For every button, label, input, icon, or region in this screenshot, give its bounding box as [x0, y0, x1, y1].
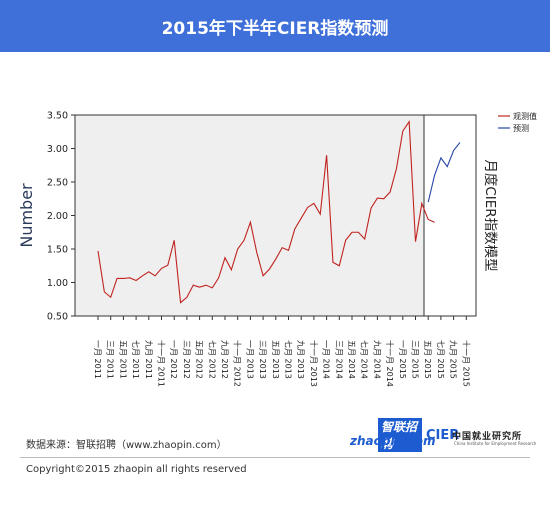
- y-tick-label: 2.00: [47, 211, 68, 222]
- y-tick-label: 2.50: [47, 178, 68, 189]
- x-tick-label: 十一月 2013: [309, 340, 319, 387]
- data-source: 数据来源：智联招聘（www.zhaopin.com）: [26, 440, 227, 451]
- x-tick-label: 三月 2014: [334, 340, 343, 379]
- page-header: 2015年下半年CIER指数预测: [0, 0, 550, 52]
- x-tick-label: 五月 2013: [271, 340, 280, 379]
- observed-line: [97, 120, 435, 304]
- x-tick-label: 九月 2012: [220, 340, 229, 379]
- x-tick-label: 九月 2011: [144, 340, 153, 379]
- cier-logo-en: China Institute for Employment Research: [454, 441, 537, 446]
- x-tick-label: 九月 2013: [296, 340, 305, 379]
- legend-label: 预测: [513, 123, 529, 133]
- y-tick-label: 3.50: [47, 111, 68, 122]
- x-tick-label: 九月 2015: [449, 340, 458, 379]
- forecast-plot-bg: [423, 114, 477, 317]
- x-tick-label: 七月 2014: [360, 340, 369, 379]
- x-tick-label: 三月 2011: [106, 340, 115, 379]
- x-tick-label: 三月 2012: [182, 340, 191, 379]
- x-tick-label: 三月 2013: [258, 340, 267, 379]
- x-tick-label: 七月 2011: [131, 340, 140, 379]
- x-tick-label: 五月 2012: [195, 340, 204, 379]
- cier-logo: CIER 中国就业研究所 China Institute for Employm…: [426, 428, 536, 452]
- x-tick-label: 九月 2014: [372, 340, 381, 379]
- forecast-line: [427, 142, 461, 203]
- x-tick-label: 一月 2015: [398, 340, 407, 379]
- y-axis-label: Number: [17, 183, 36, 248]
- x-tick-label: 十一月 2011: [157, 340, 167, 387]
- x-tick-label: 十一月 2012: [233, 340, 243, 387]
- x-tick-label: 七月 2015: [436, 340, 445, 379]
- cier-logo-mark: CIER: [426, 428, 460, 443]
- x-tick-label: 一月 2011: [93, 340, 102, 379]
- chart: 0.50 1.00 1.50 2.00 2.50 3.00 3.50 Number 月度CIER…: [17, 111, 537, 387]
- x-tick-label: 五月 2014: [347, 340, 356, 379]
- y-tick-label: 1.50: [47, 245, 68, 256]
- x-tick-label: 七月 2013: [284, 340, 293, 379]
- copyright: Copyright©2015 zhaopin all rights reserv…: [26, 464, 247, 475]
- x-tick-label: 一月 2014: [322, 340, 331, 379]
- x-tick-label: 五月 2015: [423, 340, 432, 379]
- plot-area: 0.50 1.00 1.50 2.00 2.50 3.00 3.50 Number 月度CIER…: [17, 111, 498, 387]
- x-tick-label: 七月 2012: [207, 340, 216, 379]
- y-tick-label: 0.50: [47, 312, 68, 323]
- y-tick-label: 1.00: [47, 278, 68, 289]
- x-tick-label: 十一月 2015: [461, 340, 471, 387]
- footer-divider: [20, 457, 530, 458]
- x-tick-label: 一月 2013: [245, 340, 254, 379]
- x-tick-label: 十一月 2014: [385, 340, 395, 387]
- zhaopin-logo-en: zhaopin.com: [350, 434, 436, 448]
- zhaopin-logo: 智联招聘 zhaopin.com: [350, 418, 436, 452]
- observed-plot-bg: [74, 114, 425, 317]
- page-title: 2015年下半年CIER指数预测: [161, 18, 389, 39]
- cier-logo-cn: 中国就业研究所: [452, 432, 523, 442]
- zhaopin-logo-cn: 智联招聘: [378, 418, 422, 452]
- x-tick-label: 三月 2015: [411, 340, 420, 379]
- x-tick-label: 一月 2012: [169, 340, 178, 379]
- y-tick-label: 3.00: [47, 144, 68, 155]
- legend-label: 观测值: [513, 111, 537, 121]
- x-tick-label: 五月 2011: [118, 340, 127, 379]
- model-label: 月度CIER指数模型: [482, 159, 498, 271]
